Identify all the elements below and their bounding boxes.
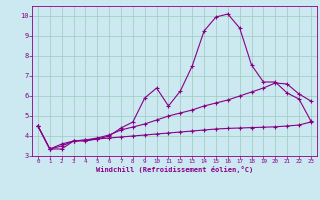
X-axis label: Windchill (Refroidissement éolien,°C): Windchill (Refroidissement éolien,°C)	[96, 166, 253, 173]
